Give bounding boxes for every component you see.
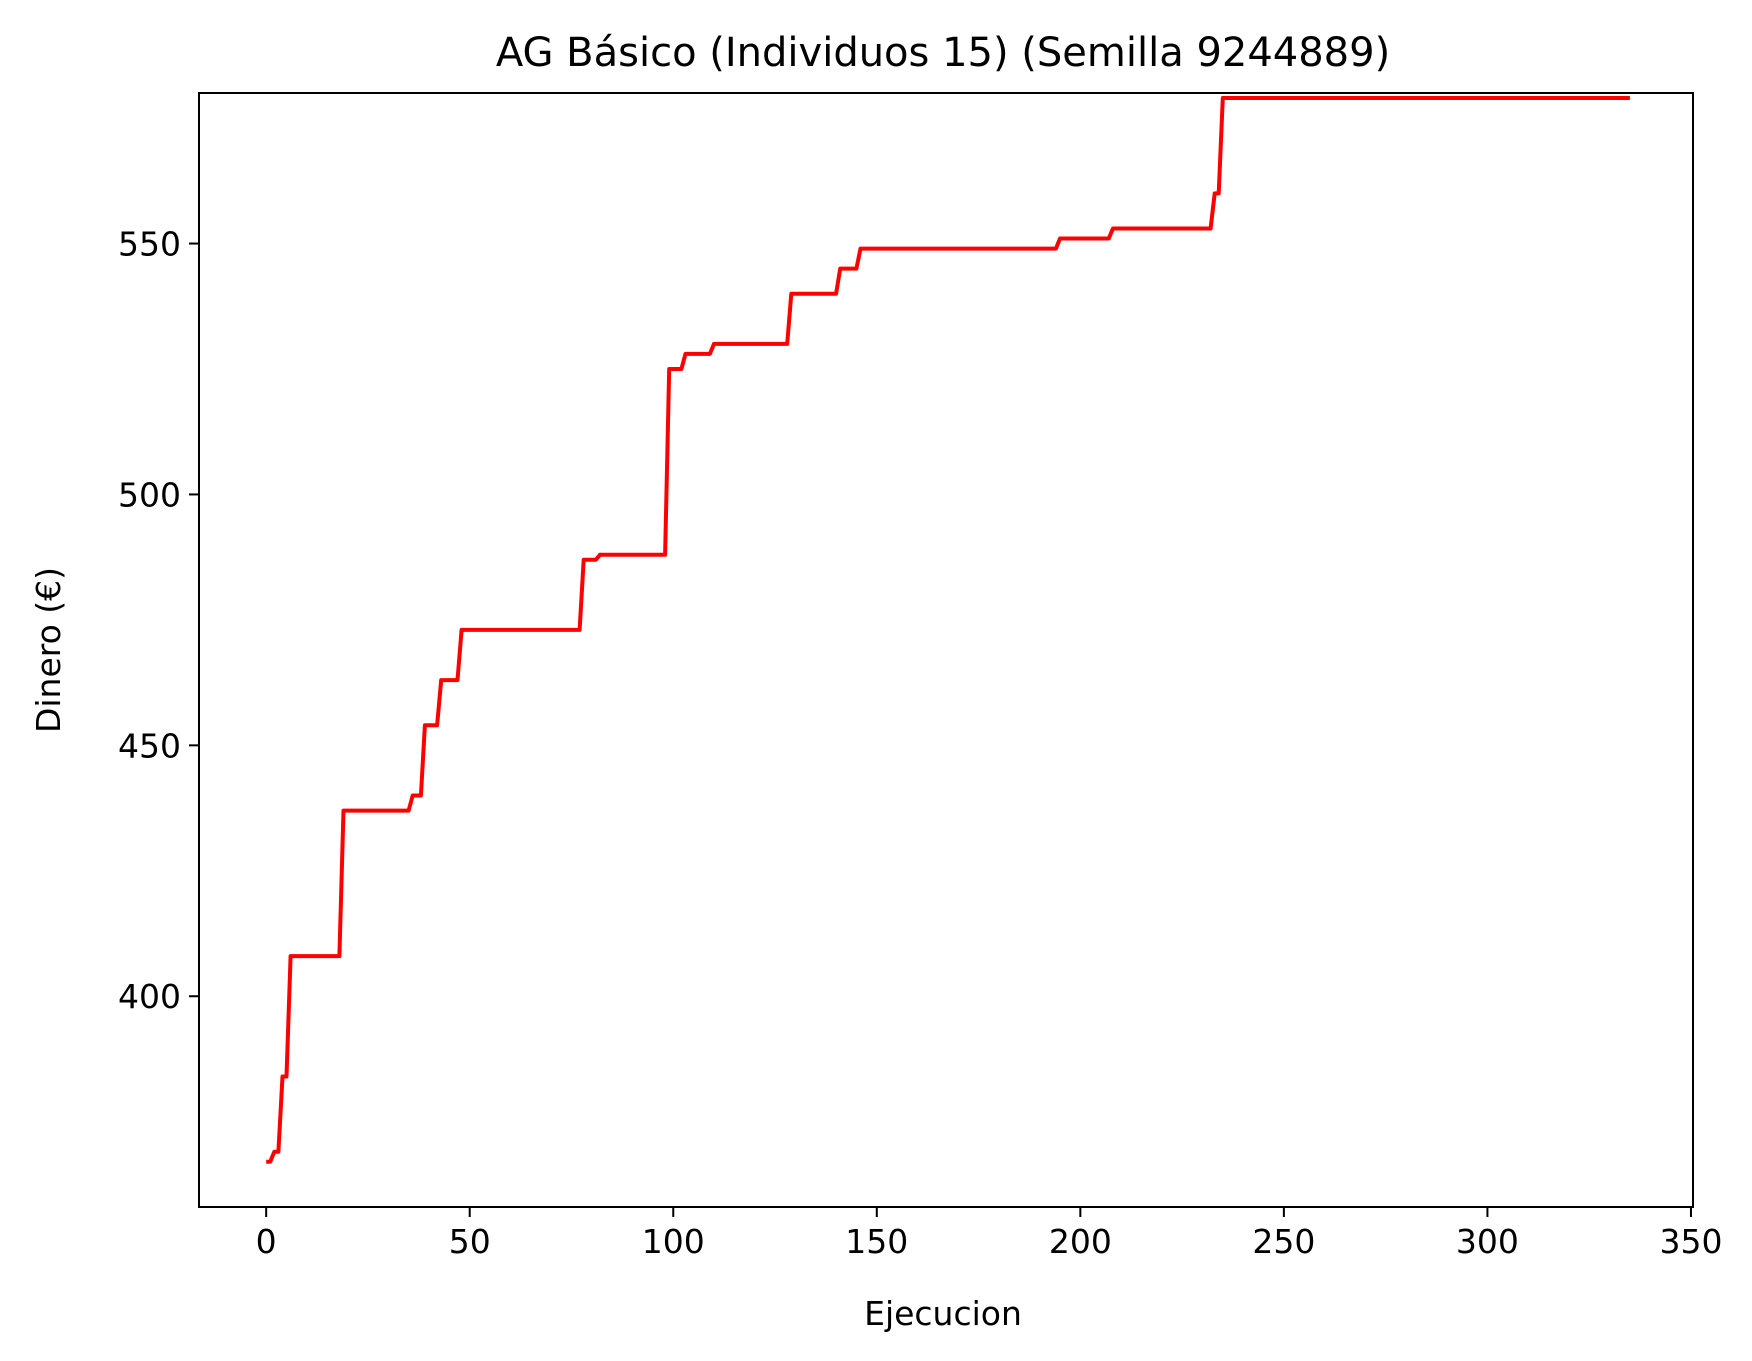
x-tick-label: 0 [256, 1222, 277, 1261]
series-layer [266, 96, 1630, 1164]
y-axis-label: Dinero (€) [29, 567, 68, 733]
series-line-0 [266, 96, 1630, 1164]
x-tick-label: 100 [642, 1222, 705, 1261]
x-axis-label: Ejecucion [864, 1294, 1022, 1333]
x-tick-label: 200 [1049, 1222, 1112, 1261]
y-tick-label: 400 [118, 977, 181, 1016]
x-axis: 0 50 100 150 200 250 300 350 [256, 1207, 1722, 1261]
y-tick-label: 450 [118, 726, 181, 765]
plot-area [198, 92, 1694, 1208]
chart-title: AG Básico (Individuos 15) (Semilla 92448… [496, 30, 1390, 76]
x-tick-label: 300 [1456, 1222, 1519, 1261]
x-tick-label: 250 [1252, 1222, 1315, 1261]
y-tick-label: 550 [118, 225, 181, 264]
y-tick-label: 500 [118, 475, 181, 514]
x-tick-label: 150 [845, 1222, 908, 1261]
x-tick-label: 50 [449, 1222, 491, 1261]
x-tick-label: 350 [1659, 1222, 1722, 1261]
y-axis: 400 450 500 550 [118, 225, 199, 1016]
